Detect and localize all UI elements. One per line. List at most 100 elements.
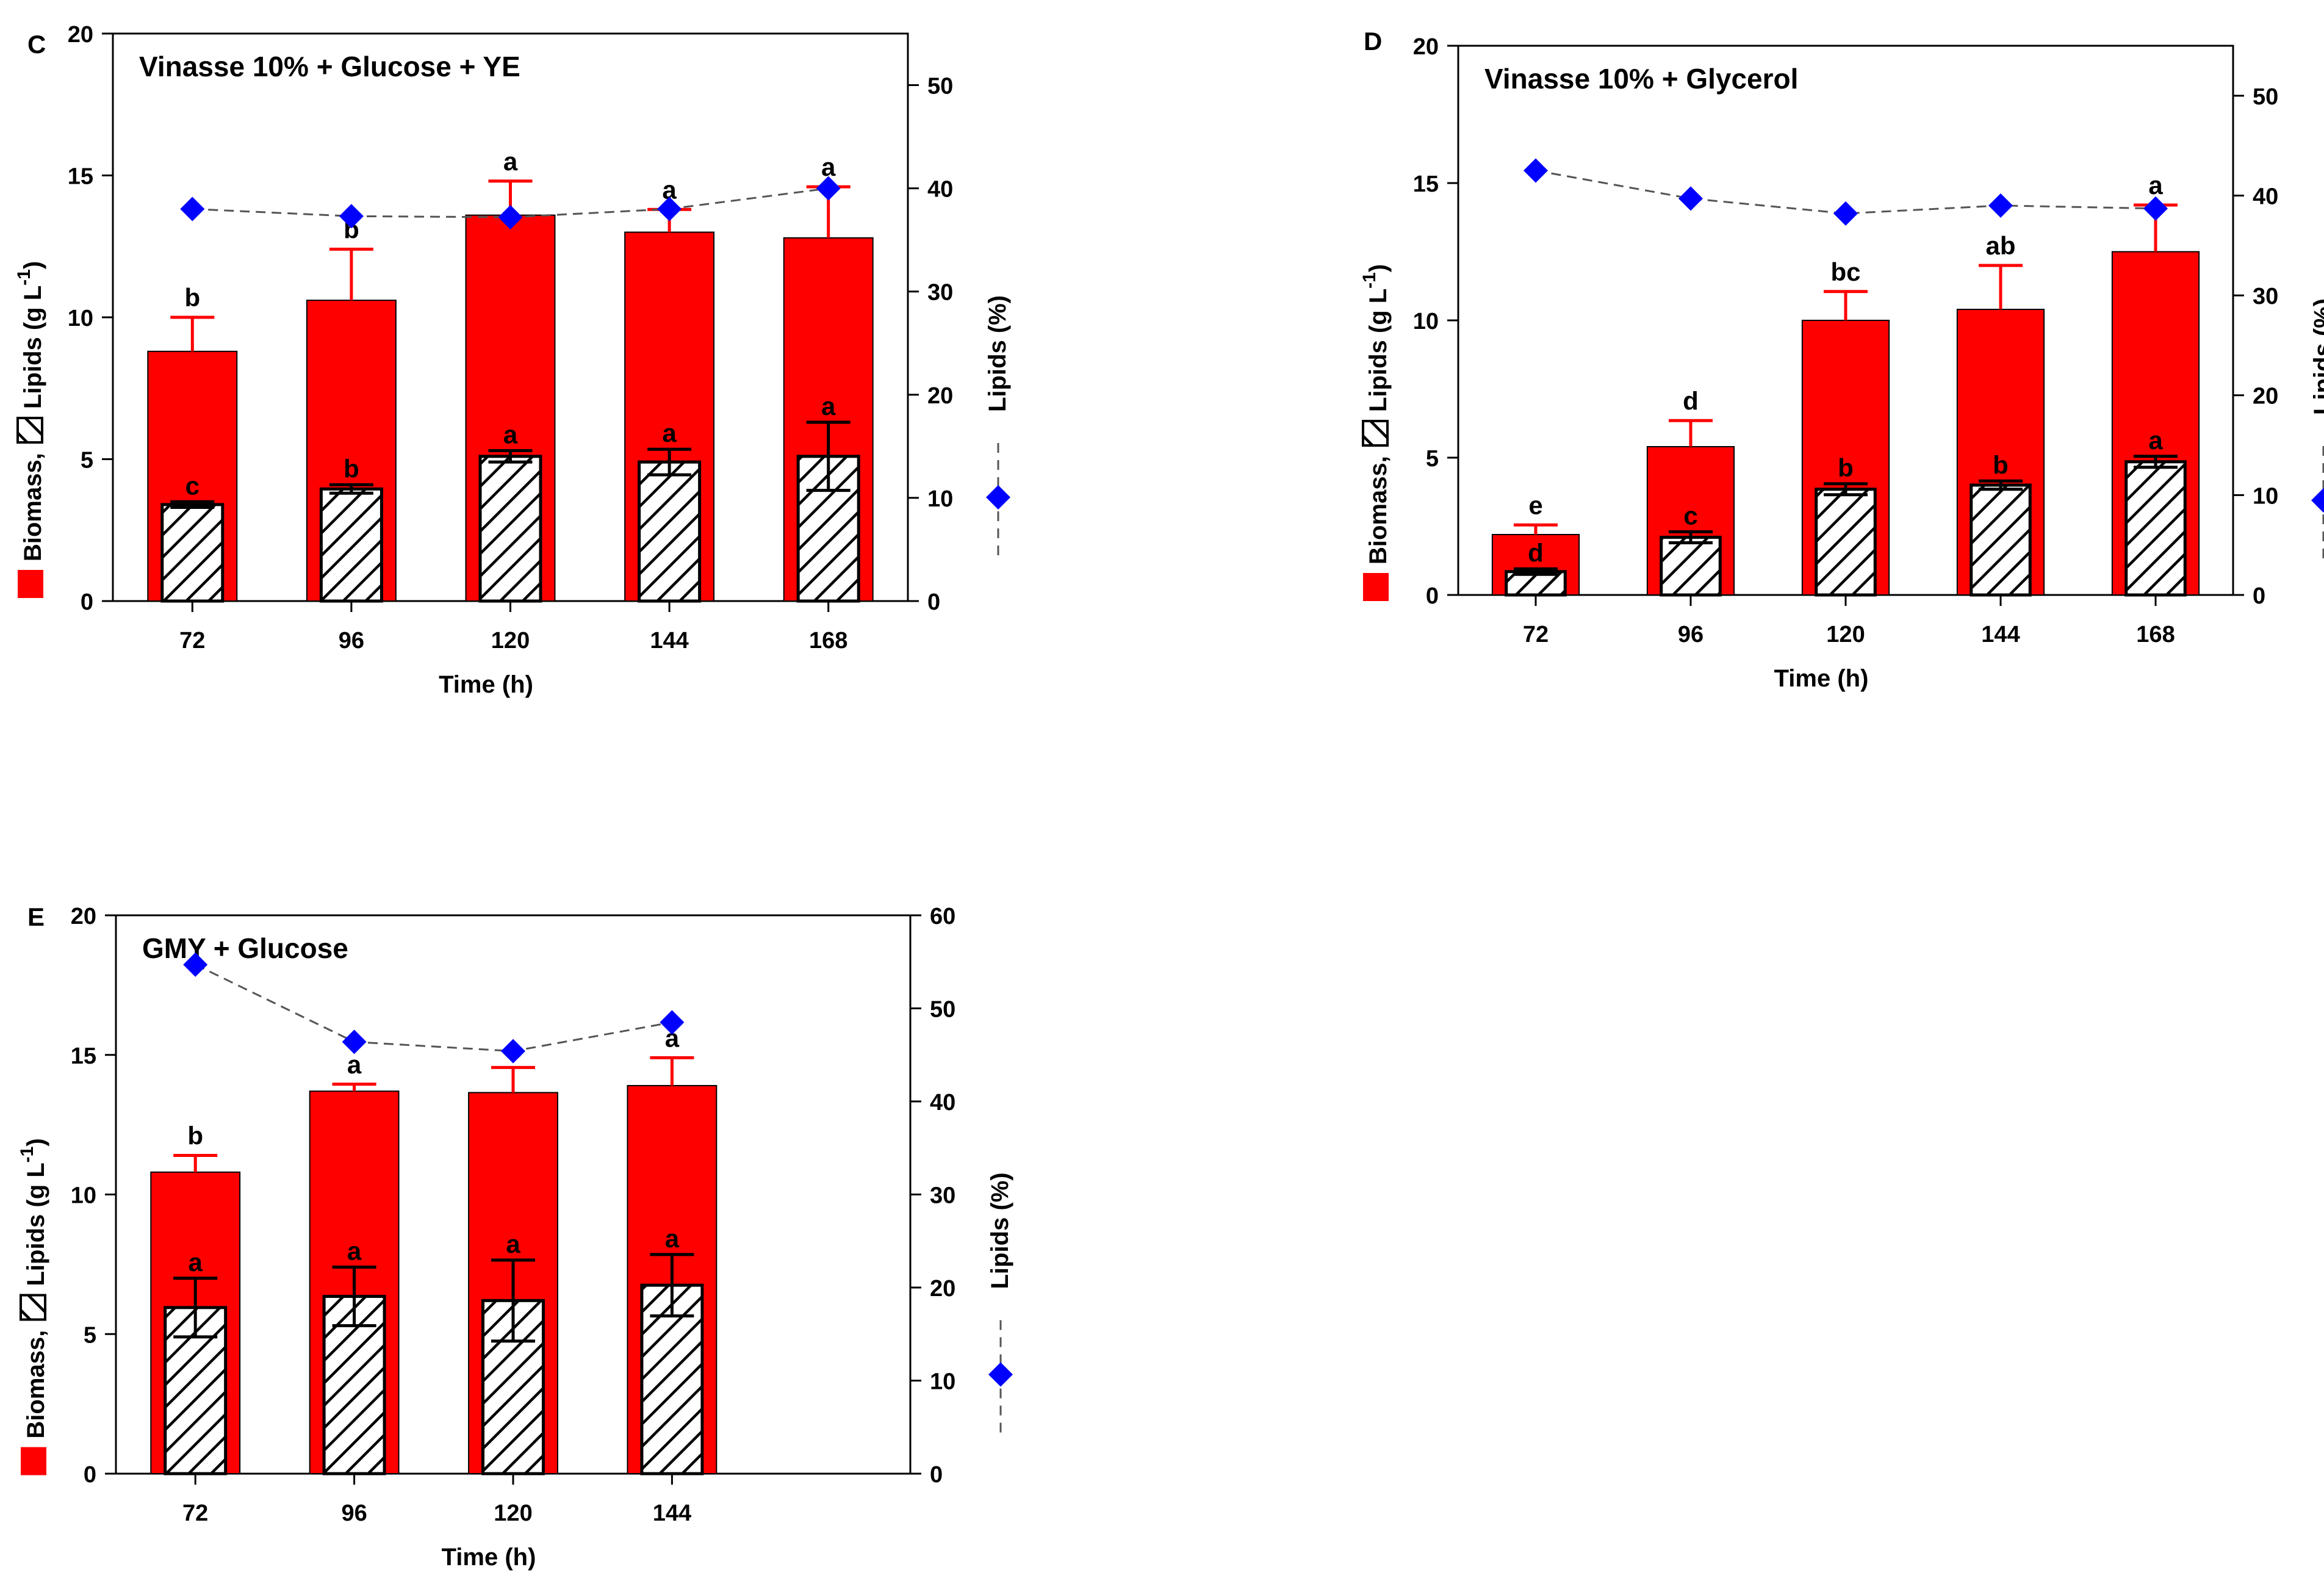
y-axis-title-biomass: Biomass, (20, 453, 46, 561)
lipid-bar (2124, 460, 2187, 597)
y-tick-label: 15 (1413, 171, 1439, 197)
biomass-significance-letter: a (2148, 171, 2163, 200)
y-axis-title-lipids: Lipids (g L-1) (1359, 264, 1392, 412)
lipid-bar (1970, 483, 2032, 597)
x-axis-title: Time (h) (1774, 665, 1869, 692)
lipid-percent-marker (1524, 158, 1548, 183)
y2-tick-label: 0 (2253, 583, 2265, 609)
x-tick-label: 72 (179, 628, 205, 654)
y2-axis-title-text: Lipids (%) (984, 295, 1011, 412)
lipid-significance-letter: d (1528, 538, 1544, 567)
chart-title: Vinasse 10% + Glucose + YE (139, 51, 520, 82)
biomass-legend-swatch (18, 570, 43, 598)
y-tick-label: 20 (1413, 34, 1439, 60)
lipid-percent-marker (498, 204, 523, 229)
y-axis-title-lipids-close: ) (20, 261, 46, 269)
panel-label: E (27, 902, 45, 931)
y-axis-title-biomass: Biomass, (23, 1330, 49, 1439)
y2-tick-label: 10 (2253, 483, 2278, 509)
y-tick-label: 0 (81, 589, 93, 615)
lipid-significance-letter: b (1993, 450, 2009, 479)
x-tick-label: 144 (1981, 622, 2020, 647)
y-axis-title-biomass: Biomass, (1365, 456, 1392, 564)
y2-tick-label: 20 (927, 383, 953, 409)
x-tick-label: 72 (182, 1501, 208, 1526)
lipid-percent-legend-marker (2311, 488, 2324, 513)
lipid-legend-swatch (20, 1294, 46, 1321)
chart-title: Vinasse 10% + Glycerol (1484, 63, 1798, 95)
lipid-bar (319, 487, 383, 603)
y-axis-title-lipids-exp: -1 (1359, 272, 1380, 289)
y2-tick-label: 0 (930, 1462, 943, 1488)
x-tick-label: 72 (1523, 622, 1549, 647)
x-tick-label: 96 (339, 628, 364, 654)
y2-tick-label: 30 (927, 280, 953, 306)
lipid-bar (1815, 488, 1877, 597)
x-tick-label: 96 (1678, 622, 1703, 647)
lipid-bar (1660, 536, 1722, 597)
y2-tick-label: 30 (2253, 284, 2278, 309)
lipid-percent-marker (1678, 186, 1703, 211)
y-tick-label: 0 (1426, 583, 1439, 609)
lipid-percent-marker (660, 1010, 685, 1035)
y2-tick-label: 20 (2253, 384, 2278, 409)
lipid-percent-marker (1988, 193, 2013, 218)
y2-tick-label: 50 (930, 997, 955, 1023)
lipid-bar (638, 460, 702, 603)
y2-axis-title-text: Lipids (%) (987, 1172, 1013, 1289)
y-tick-label: 10 (68, 306, 93, 331)
y2-tick-label: 10 (927, 486, 953, 512)
y-tick-label: 15 (71, 1043, 96, 1069)
lipid-percent-marker (339, 204, 364, 229)
lipid-legend-swatch (16, 417, 43, 444)
y2-tick-label: 10 (930, 1369, 955, 1395)
y-tick-label: 5 (81, 448, 93, 474)
lipid-significance-letter: c (185, 471, 200, 500)
x-axis-title: Time (h) (439, 671, 533, 698)
y-axis-title-lipids-main: Lipids (g L (20, 286, 46, 409)
y-tick-label: 20 (71, 904, 96, 929)
biomass-significance-letter: b (187, 1121, 203, 1150)
biomass-significance-letter: a (347, 1050, 362, 1079)
chart-panel-e: E GMY + Glucose 0 5 10 15 20 0 10 20 30 40 50 60 72 b a 9… (17, 902, 1013, 1571)
chart-panel-d: D Vinasse 10% + Glycerol 0 5 10 15 20 0 10 20 30 40… (1359, 27, 2324, 692)
x-tick-label: 120 (494, 1501, 532, 1526)
y-axis-title-lipids: Lipids (g L-1) (14, 261, 46, 409)
y-tick-label: 5 (1426, 446, 1439, 472)
lipid-percent-marker (183, 952, 208, 977)
lipid-percent-marker (501, 1039, 525, 1064)
lipid-significance-letter: c (1683, 502, 1697, 530)
y-axis-title-lipids-exp: -1 (17, 1147, 37, 1163)
y2-axis-title: Lipids (%) (984, 295, 1011, 555)
y2-axis-title: Lipids (%) (2309, 298, 2324, 558)
lipid-percent-marker (1833, 201, 1858, 226)
biomass-significance-letter: a (503, 147, 518, 176)
lipid-significance-letter: a (503, 420, 518, 449)
biomass-significance-letter: b (184, 283, 200, 312)
lipid-percent-marker (2143, 196, 2168, 221)
lipid-legend-swatch (1362, 420, 1389, 447)
y-axis-title-lipids-exp: -1 (14, 269, 34, 286)
y2-axis-title-text: Lipids (%) (2309, 298, 2324, 415)
biomass-significance-letter: bc (1830, 258, 1860, 286)
x-tick-label: 120 (491, 628, 530, 654)
x-tick-label: 144 (650, 628, 688, 654)
x-tick-label: 120 (1826, 622, 1865, 647)
biomass-significance-letter: e (1528, 491, 1542, 519)
lipid-significance-letter: a (506, 1230, 520, 1258)
y-tick-label: 10 (1413, 309, 1439, 334)
panel-label: C (27, 30, 46, 59)
y2-tick-label: 40 (930, 1090, 955, 1115)
lipid-significance-letter: a (665, 1224, 680, 1253)
y2-tick-label: 20 (930, 1276, 955, 1302)
lipid-significance-letter: a (662, 419, 677, 447)
lipid-percent-marker (180, 196, 205, 222)
lipid-significance-letter: a (347, 1236, 362, 1265)
lipid-significance-letter: a (2148, 426, 2163, 455)
y2-axis-title: Lipids (%) (987, 1172, 1013, 1433)
lipid-percent-marker (342, 1029, 367, 1054)
y-tick-label: 0 (84, 1462, 96, 1488)
y-tick-label: 5 (84, 1322, 96, 1348)
lipid-percent-legend-marker (988, 1362, 1013, 1387)
